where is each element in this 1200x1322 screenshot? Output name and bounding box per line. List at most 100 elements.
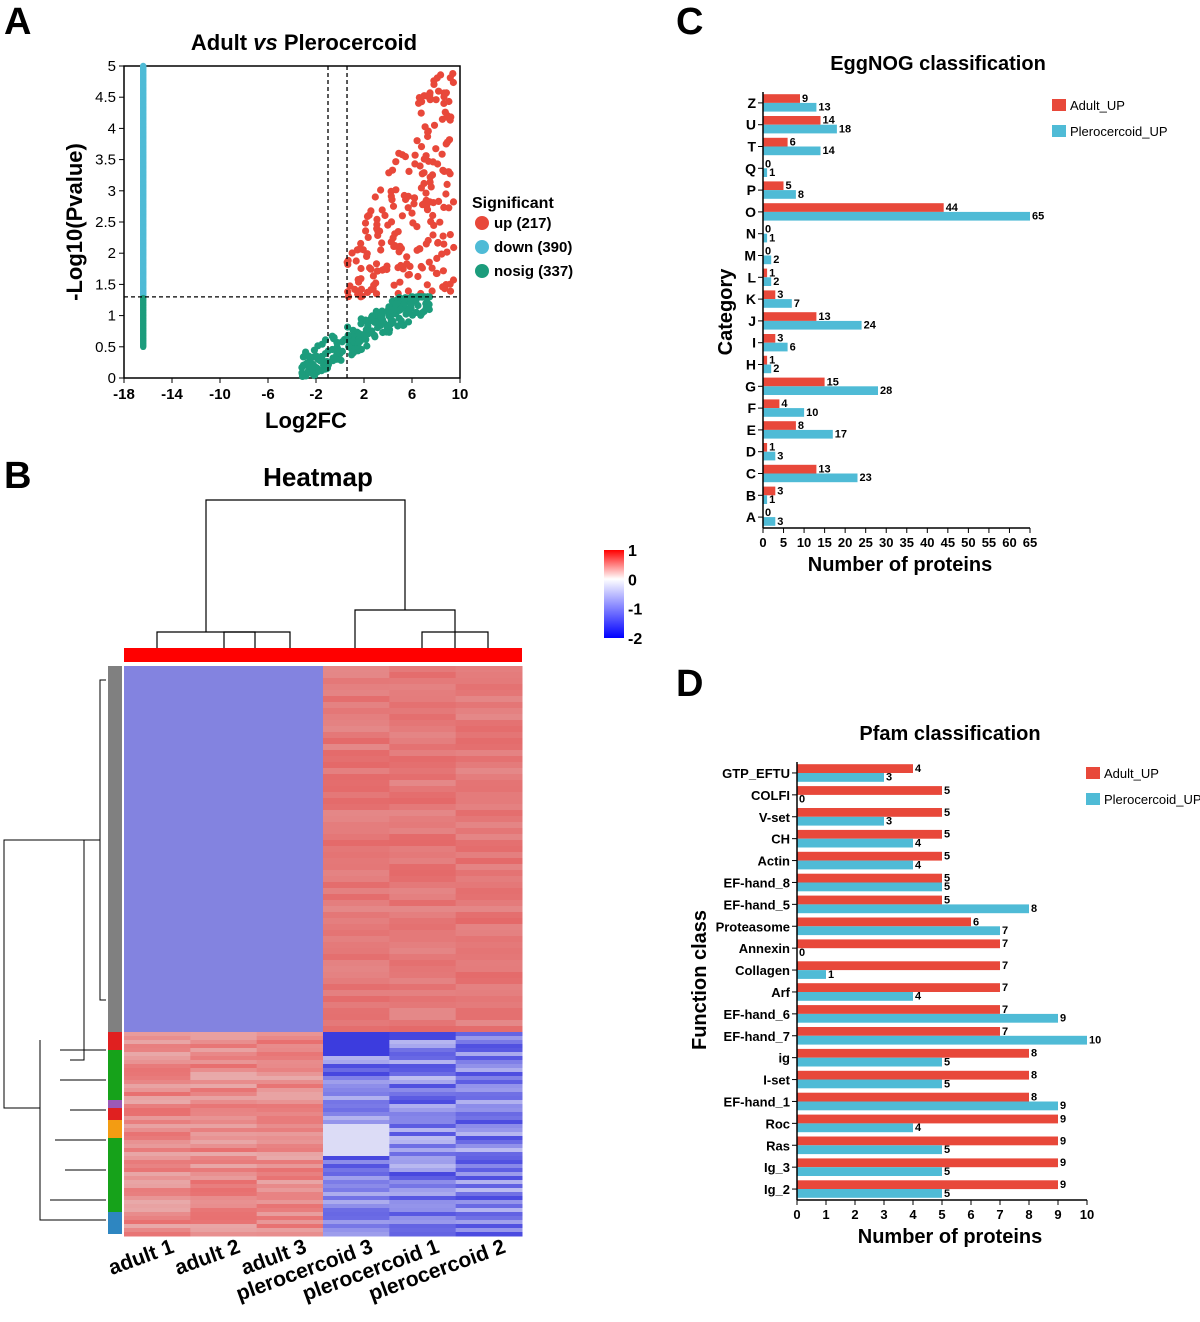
heatmap-cell (323, 972, 390, 979)
pfam-bar-value-label: 4 (915, 1122, 922, 1134)
pfam-bar-plerocercoid (797, 1013, 1058, 1023)
heatmap-cell (389, 1056, 457, 1061)
eggnog-bar-value-label: 1 (769, 355, 775, 367)
eggnog-bar-value-label: 44 (946, 202, 959, 214)
heatmap-cell (455, 912, 523, 919)
heatmap-cell (323, 1216, 390, 1221)
heatmap-cell (455, 1184, 523, 1189)
volcano-point-up (446, 170, 454, 178)
volcano-point-up (438, 115, 446, 123)
heatmap-cells (124, 666, 523, 1237)
heatmap-cell (455, 1068, 523, 1073)
heatmap-cell (323, 1148, 390, 1153)
eggnog-bar-adult (763, 464, 817, 474)
heatmap-cell (190, 1176, 258, 1181)
pfam-bar-adult (797, 1180, 1058, 1190)
eggnog-bar-value-label: 0 (765, 246, 771, 258)
volcano-point-up (440, 203, 448, 211)
pfam-bar-value-label: 9 (1060, 1013, 1066, 1025)
eggnog-bar-value-label: 13 (818, 102, 830, 114)
heatmap-cell (124, 1224, 191, 1229)
eggnog-category-label: E (747, 422, 756, 438)
eggnog-bar-adult (763, 312, 817, 321)
heatmap-cell (389, 828, 457, 835)
volcano-point-nosig (361, 332, 369, 340)
volcano-point-up (394, 264, 402, 272)
heatmap-cell (124, 1068, 191, 1073)
heatmap-cell (389, 684, 457, 691)
pfam-bar-adult (797, 764, 913, 773)
pfam-x-tick-label: 1 (822, 1207, 829, 1222)
heatmap-cell (190, 1184, 258, 1189)
pfam-bar-value-label: 5 (944, 894, 950, 906)
heatmap-cell (455, 1144, 523, 1149)
legend-swatch-down (475, 240, 489, 254)
volcano-y-tick-label: 2 (108, 245, 116, 262)
heatmap-cell (455, 960, 523, 967)
eggnog-bar-value-label: 3 (777, 289, 783, 301)
eggnog-bar-plerocercoid (763, 451, 776, 461)
heatmap-cell (455, 1224, 523, 1229)
heatmap-cell (124, 1116, 191, 1121)
volcano-point-nosig (422, 304, 430, 312)
volcano-point-up (373, 215, 381, 223)
heatmap-cell (190, 1212, 258, 1217)
heatmap-cell (323, 936, 390, 943)
pfam-bar-plerocercoid (797, 860, 913, 870)
heatmap-cell (190, 1076, 258, 1081)
pfam-bar-value-label: 8 (1031, 1070, 1037, 1082)
heatmap-cell (455, 1168, 523, 1173)
eggnog-bar-value-label: 8 (798, 420, 804, 432)
heatmap-cell (323, 822, 390, 829)
heatmap-cell (455, 1100, 523, 1105)
heatmap-cell (190, 1052, 258, 1057)
eggnog-category-label: B (746, 487, 756, 503)
pfam-bar-plerocercoid (797, 1035, 1087, 1045)
heatmap-cell (389, 972, 457, 979)
pfam-category-label: Ig_2 (764, 1182, 790, 1197)
heatmap-cell (256, 1108, 324, 1113)
eggnog-legend: Adult_UP Plerocercoid_UP (1052, 98, 1168, 139)
heatmap-cell (389, 708, 457, 715)
pfam-bar-plerocercoid (797, 904, 1029, 914)
heatmap-cell (455, 702, 523, 709)
heatmap-cell (323, 966, 390, 973)
heatmap-cell (190, 1092, 258, 1097)
heatmap-cell (389, 1120, 457, 1125)
row-dendrogram-root (3, 839, 84, 1109)
volcano-point-nosig (399, 321, 407, 329)
heatmap-cell (323, 1124, 390, 1129)
heatmap-cell (389, 756, 457, 763)
heatmap-cell (389, 1216, 457, 1221)
heatmap-cell (323, 1208, 390, 1213)
heatmap-cell (124, 1064, 191, 1069)
legend-swatch-up (475, 216, 489, 230)
heatmap-cell (323, 786, 390, 793)
heatmap-cell (124, 1168, 191, 1173)
heatmap-cell (124, 1212, 191, 1217)
heatmap-cell (455, 948, 523, 955)
heatmap-cell (389, 690, 457, 697)
volcano-point-up (357, 275, 365, 283)
pfam-bar-value-label: 7 (1002, 925, 1008, 937)
heatmap-cell (323, 1212, 390, 1217)
heatmap-cell (389, 762, 457, 769)
row-dendrogram (3, 679, 106, 1221)
heatmap-cell (455, 1072, 523, 1077)
legend-label-down: down (390) (494, 239, 572, 256)
volcano-point-up (446, 287, 455, 295)
heatmap-cell (323, 882, 390, 889)
pfam-bar-value-label: 10 (1089, 1035, 1101, 1047)
volcano-y-tick-label: 1 (108, 308, 116, 325)
eggnog-x-tick-label: 0 (759, 535, 766, 550)
pfam-bar-value-label: 5 (944, 1166, 950, 1178)
heatmap-cell (323, 948, 390, 955)
volcano-point-nosig (140, 294, 147, 302)
heatmap-cell (389, 1080, 457, 1085)
heatmap-cell (323, 1128, 390, 1133)
heatmap-cell (256, 1084, 324, 1089)
volcano-point-up (404, 287, 412, 295)
heatmap-cell (256, 1128, 324, 1133)
volcano-point-nosig (328, 332, 336, 340)
pfam-bar-plerocercoid (797, 1189, 942, 1198)
